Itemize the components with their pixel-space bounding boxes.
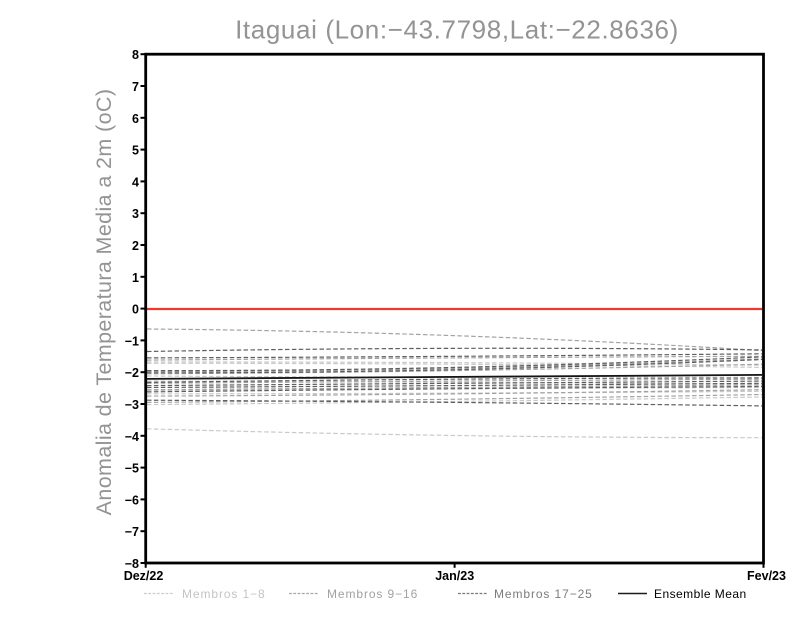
svg-text:5: 5 xyxy=(132,144,139,158)
svg-text:Jan/23: Jan/23 xyxy=(435,569,474,583)
svg-text:Membros 17−25: Membros 17−25 xyxy=(494,587,593,601)
svg-text:0: 0 xyxy=(132,303,139,317)
svg-text:−4: −4 xyxy=(125,430,139,444)
svg-text:−8: −8 xyxy=(125,557,139,571)
svg-text:6: 6 xyxy=(132,112,139,126)
svg-text:Membros 9−16: Membros 9−16 xyxy=(327,587,418,601)
svg-text:Dez/22: Dez/22 xyxy=(124,569,164,583)
svg-text:Ensemble Mean: Ensemble Mean xyxy=(654,587,747,601)
svg-text:−7: −7 xyxy=(125,525,139,539)
svg-text:Itaguai (Lon:−43.7798,Lat:−22.: Itaguai (Lon:−43.7798,Lat:−22.8636) xyxy=(235,15,679,45)
svg-text:7: 7 xyxy=(132,80,139,94)
svg-text:−6: −6 xyxy=(125,493,139,507)
svg-text:3: 3 xyxy=(132,207,139,221)
svg-text:4: 4 xyxy=(132,175,139,189)
svg-text:−3: −3 xyxy=(125,398,139,412)
svg-text:Anomalia de Temperatura Media: Anomalia de Temperatura Media a 2m (oC) xyxy=(92,89,116,516)
svg-text:−1: −1 xyxy=(125,334,139,348)
svg-text:2: 2 xyxy=(132,239,139,253)
svg-text:Fev/23: Fev/23 xyxy=(747,569,786,583)
svg-text:−5: −5 xyxy=(125,462,139,476)
svg-text:8: 8 xyxy=(132,48,139,62)
svg-text:1: 1 xyxy=(132,271,139,285)
svg-text:Membros 1−8: Membros 1−8 xyxy=(182,587,266,601)
svg-text:−2: −2 xyxy=(125,366,139,380)
